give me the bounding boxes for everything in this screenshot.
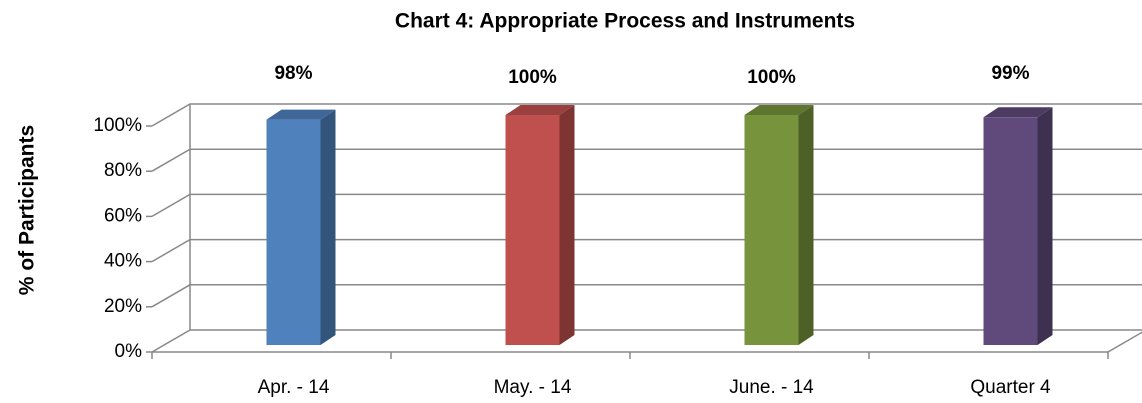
y-tick-label: 20% [104,296,142,317]
bar-side [798,105,814,345]
grid-line [151,329,1142,353]
bar-top [505,105,575,115]
y-tick-label: 60% [104,205,142,226]
bar-side [1037,107,1053,345]
x-tick-label: Apr. - 14 [258,377,330,398]
value-label: 98% [274,63,312,84]
bar-side [559,105,575,345]
value-label: 100% [747,67,796,88]
grid-line [151,284,1142,308]
y-axis-label: % of Participants [16,125,39,295]
y-tick-label: 0% [115,341,143,362]
x-tick-label: May. - 14 [494,377,572,398]
x-tick-label: Quarter 4 [970,377,1051,398]
y-tick-label: 40% [104,251,142,272]
grid-line [151,193,1142,218]
grid-line [151,148,1142,172]
x-tick-label: June. - 14 [729,377,814,398]
bar [744,115,799,345]
grid-line [151,238,1142,263]
bar [266,119,321,345]
bar-top [266,109,336,120]
bar-top [983,107,1053,118]
value-label: 100% [508,67,557,88]
axis-line [1107,331,1142,353]
bar [983,117,1038,345]
bar-top [744,105,814,115]
value-label: 99% [991,63,1029,84]
grid-line [151,103,1142,127]
chart-title: Chart 4: Appropriate Process and Instrum… [395,10,855,33]
bar [505,115,560,345]
bar-side [320,109,336,345]
y-tick-label: 80% [104,160,142,181]
y-tick-label: 100% [93,115,142,136]
